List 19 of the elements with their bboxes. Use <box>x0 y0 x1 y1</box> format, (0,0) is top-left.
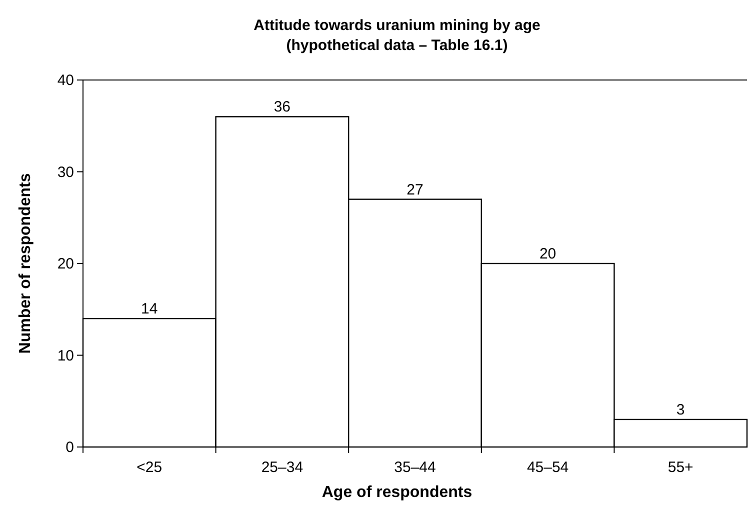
y-axis-title: Number of respondents <box>17 173 34 354</box>
chart-subtitle: (hypothetical data – Table 16.1) <box>286 37 508 54</box>
x-tick-label: <25 <box>136 459 162 476</box>
y-tick-label: 10 <box>57 347 74 364</box>
y-tick-label: 40 <box>57 72 74 89</box>
x-axis-title: Age of respondents <box>322 484 472 501</box>
data-label: 27 <box>406 181 424 198</box>
data-label: 36 <box>274 98 291 116</box>
y-tick-label: 0 <box>66 439 74 456</box>
x-tick-label: 35–44 <box>394 459 436 476</box>
data-label: 14 <box>141 300 158 318</box>
data-label: 20 <box>539 246 556 262</box>
y-tick-label: 20 <box>57 256 74 272</box>
y-tick-label: 30 <box>57 164 74 181</box>
x-tick-label: 55+ <box>668 459 694 476</box>
x-tick-label: 45–54 <box>526 459 569 476</box>
chart-title: Attitude towards uranium mining by age <box>254 17 540 34</box>
data-label: 3 <box>676 401 685 418</box>
x-tick-label: 25–34 <box>261 459 304 476</box>
